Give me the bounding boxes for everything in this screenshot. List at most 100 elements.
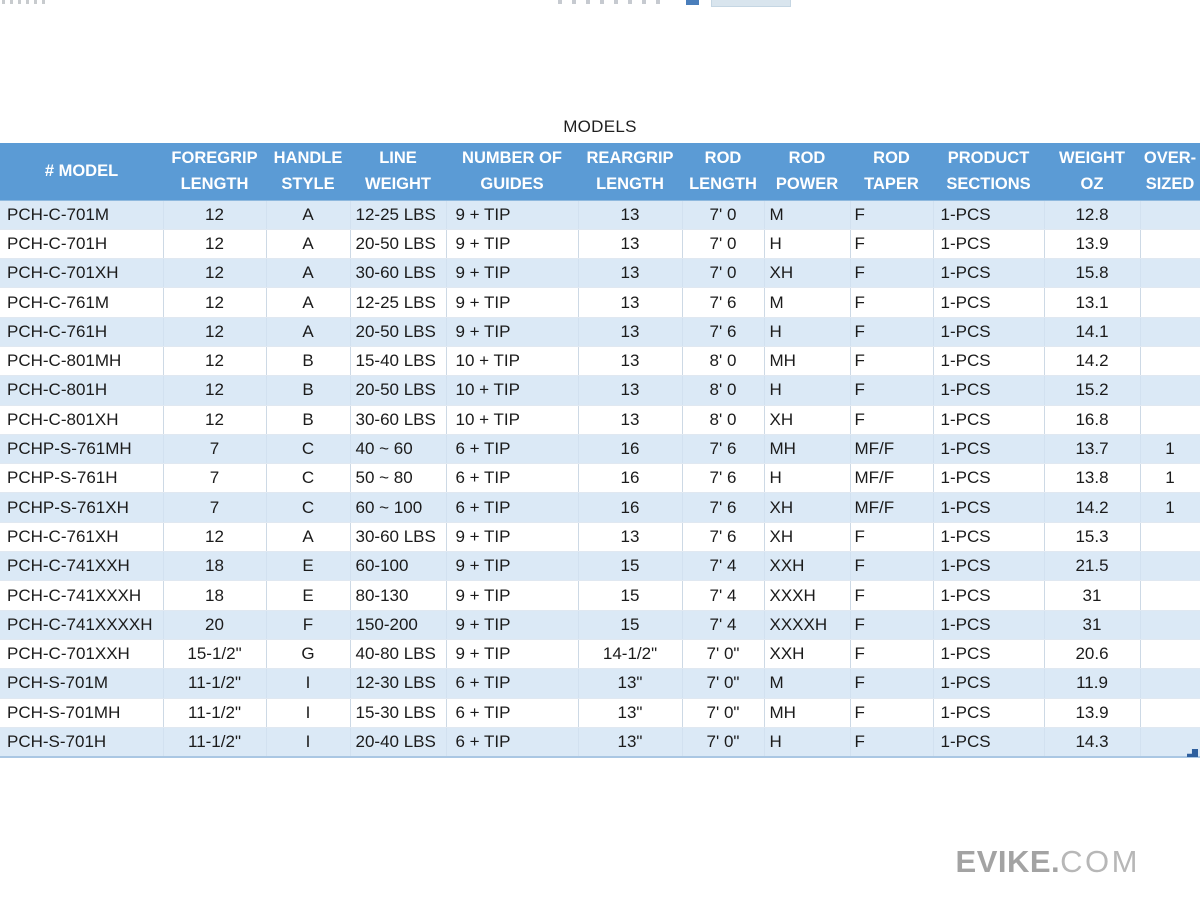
cell: 1-PCS <box>933 287 1045 318</box>
table-row: PCH-C-801XH 12 B 30-60 LBS 10 + TIP 13 8' 0 XH F… <box>0 405 1200 435</box>
cell: 80-130 <box>350 580 447 611</box>
cell: 31 <box>1044 610 1141 640</box>
cell <box>1140 551 1200 582</box>
cell: 1-PCS <box>933 405 1045 435</box>
cell: F <box>850 522 934 553</box>
cell: 30-60 LBS <box>350 522 447 553</box>
toolbar-fragment-button <box>711 0 791 7</box>
cell: 21.5 <box>1044 551 1141 582</box>
cell: 8' 0 <box>682 346 765 377</box>
cell: PCH-C-761M <box>0 287 164 318</box>
cell: M <box>764 200 851 230</box>
cell: XXXH <box>764 580 851 611</box>
cell: 13.7 <box>1044 434 1141 465</box>
cell: 10 + TIP <box>446 405 579 435</box>
watermark-evike: EVIKE. <box>955 844 1061 879</box>
cell: PCH-S-701M <box>0 668 164 699</box>
cell: 7' 0 <box>682 229 765 260</box>
cell: A <box>266 200 351 230</box>
cell: 9 + TIP <box>446 200 579 230</box>
cell: XXH <box>764 639 851 670</box>
column-header-reargrip-length: REARGRIP LENGTH <box>578 143 682 201</box>
cell <box>1140 610 1200 640</box>
cell: 7' 0 <box>682 200 765 230</box>
cell: 14.3 <box>1044 727 1141 758</box>
cell: PCH-C-761XH <box>0 522 164 553</box>
cell: MH <box>764 434 851 465</box>
cell: F <box>850 698 934 728</box>
cell <box>1140 200 1200 230</box>
cell: 13" <box>578 668 683 699</box>
cell: 13 <box>578 287 683 318</box>
table-row: PCH-C-741XXXXH 20 F 150-200 9 + TIP 15 7' 4 XXX… <box>0 610 1200 640</box>
cell: 11-1/2" <box>163 727 267 758</box>
table-row: PCH-C-761M 12 A 12-25 LBS 9 + TIP 13 7' 6 M F 1-P… <box>0 287 1200 318</box>
cell: PCH-S-701MH <box>0 698 164 728</box>
cell: 15-40 LBS <box>350 346 447 377</box>
cell: 6 + TIP <box>446 463 579 494</box>
table-row: PCH-S-701MH 11-1/2" I 15-30 LBS 6 + TIP 13" 7'… <box>0 698 1200 728</box>
cell: 7' 6 <box>682 492 765 523</box>
cell: M <box>764 287 851 318</box>
cell: 1 <box>1140 434 1200 465</box>
cell: A <box>266 522 351 553</box>
column-header-number-of-guides: NUMBER OF GUIDES <box>446 143 578 201</box>
cell: 11-1/2" <box>163 698 267 728</box>
cell: 12-30 LBS <box>350 668 447 699</box>
table-row: PCH-S-701M 11-1/2" I 12-30 LBS 6 + TIP 13" 7' … <box>0 668 1200 699</box>
cell: 1-PCS <box>933 580 1045 611</box>
cell: C <box>266 463 351 494</box>
cell: PCH-C-801MH <box>0 346 164 377</box>
cell: B <box>266 346 351 377</box>
cell: F <box>850 258 934 289</box>
cell: 14.1 <box>1044 317 1141 347</box>
cell: PCH-C-801XH <box>0 405 164 435</box>
cell: 31 <box>1044 580 1141 611</box>
cell: 6 + TIP <box>446 434 579 465</box>
cell: 1-PCS <box>933 346 1045 377</box>
cell: 15-1/2" <box>163 639 267 670</box>
cell: 7' 6 <box>682 287 765 318</box>
cell <box>1140 258 1200 289</box>
cell: 7' 6 <box>682 434 765 465</box>
cell: PCH-C-761H <box>0 317 164 347</box>
cell: PCH-C-701XXH <box>0 639 164 670</box>
cell: 30-60 LBS <box>350 258 447 289</box>
table-row: PCH-C-701M 12 A 12-25 LBS 9 + TIP 13 7' 0 M F 1-P… <box>0 200 1200 230</box>
cell: 1-PCS <box>933 317 1045 347</box>
cell: 1-PCS <box>933 610 1045 640</box>
cell: E <box>266 580 351 611</box>
column-header-rod-taper: ROD TAPER <box>850 143 933 201</box>
cell: E <box>266 551 351 582</box>
cell: 7 <box>163 463 267 494</box>
column-header-product-sections: PRODUCT SECTIONS <box>933 143 1044 201</box>
cell: MH <box>764 346 851 377</box>
table-row: PCH-C-801H 12 B 20-50 LBS 10 + TIP 13 8' 0 H F 1-… <box>0 375 1200 406</box>
cell: 1-PCS <box>933 375 1045 406</box>
cell: 50 ~ 80 <box>350 463 447 494</box>
cell: B <box>266 405 351 435</box>
cell: 15.3 <box>1044 522 1141 553</box>
table-row: PCH-C-761XH 12 A 30-60 LBS 9 + TIP 13 7' 6 XH F 1… <box>0 522 1200 553</box>
cell: 10 + TIP <box>446 375 579 406</box>
cell: 13.8 <box>1044 463 1141 494</box>
cell: F <box>850 229 934 260</box>
cell: 1-PCS <box>933 551 1045 582</box>
cell: 6 + TIP <box>446 492 579 523</box>
cell: 12 <box>163 258 267 289</box>
cell: PCHP-S-761MH <box>0 434 164 465</box>
cell: 1-PCS <box>933 258 1045 289</box>
watermark-com: COM <box>1060 844 1140 879</box>
cell: PCH-C-701H <box>0 229 164 260</box>
table-header: # MODEL FOREGRIP LENGTH HANDLE STYLE LINE WEIG… <box>0 143 1200 201</box>
column-header-handle-style: HANDLE STYLE <box>266 143 350 201</box>
cell: 12-25 LBS <box>350 200 447 230</box>
cell: 1-PCS <box>933 200 1045 230</box>
cell: 16 <box>578 434 683 465</box>
cell: 9 + TIP <box>446 639 579 670</box>
cell: 10 + TIP <box>446 346 579 377</box>
cell: 12 <box>163 317 267 347</box>
cell: 1-PCS <box>933 668 1045 699</box>
cell: G <box>266 639 351 670</box>
cell: F <box>850 639 934 670</box>
